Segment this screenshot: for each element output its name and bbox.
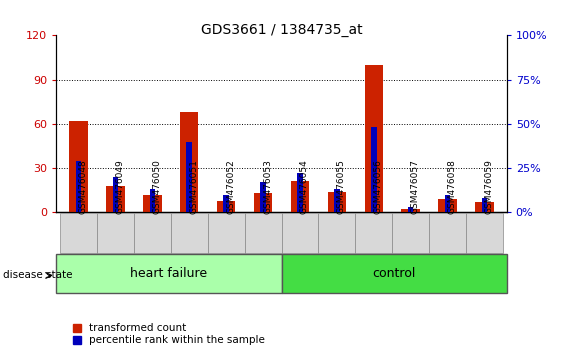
Bar bbox=[371, 127, 377, 212]
Legend: transformed count, percentile rank within the sample: transformed count, percentile rank withi… bbox=[73, 323, 265, 345]
FancyBboxPatch shape bbox=[171, 213, 208, 253]
Text: GSM476057: GSM476057 bbox=[411, 160, 419, 215]
Text: heart failure: heart failure bbox=[131, 267, 207, 280]
FancyBboxPatch shape bbox=[244, 213, 282, 253]
Bar bbox=[69, 121, 88, 212]
Bar bbox=[365, 65, 383, 212]
FancyBboxPatch shape bbox=[134, 213, 171, 253]
Bar bbox=[334, 189, 339, 212]
Text: GSM476052: GSM476052 bbox=[226, 160, 235, 215]
FancyBboxPatch shape bbox=[466, 213, 503, 253]
Text: GSM476048: GSM476048 bbox=[78, 160, 87, 215]
Text: GDS3661 / 1384735_at: GDS3661 / 1384735_at bbox=[200, 23, 363, 37]
Bar bbox=[217, 201, 235, 212]
Bar bbox=[186, 142, 192, 212]
Bar bbox=[328, 192, 346, 212]
FancyBboxPatch shape bbox=[97, 213, 134, 253]
Bar bbox=[254, 193, 272, 212]
Bar bbox=[75, 161, 81, 212]
Bar bbox=[401, 210, 420, 212]
Bar bbox=[482, 198, 488, 212]
FancyBboxPatch shape bbox=[208, 213, 244, 253]
Text: GSM476055: GSM476055 bbox=[337, 160, 346, 215]
Text: control: control bbox=[372, 267, 416, 280]
FancyBboxPatch shape bbox=[392, 213, 429, 253]
Bar bbox=[297, 173, 303, 212]
Bar bbox=[224, 195, 229, 212]
Text: disease state: disease state bbox=[3, 270, 72, 280]
Text: GSM476054: GSM476054 bbox=[300, 160, 309, 215]
FancyBboxPatch shape bbox=[282, 254, 507, 293]
Text: GSM476059: GSM476059 bbox=[485, 160, 494, 215]
Bar bbox=[106, 186, 124, 212]
Text: GSM476051: GSM476051 bbox=[189, 160, 198, 215]
Text: GSM476058: GSM476058 bbox=[448, 160, 457, 215]
FancyBboxPatch shape bbox=[56, 254, 282, 293]
Bar bbox=[475, 202, 494, 212]
Text: GSM476050: GSM476050 bbox=[152, 160, 161, 215]
Bar bbox=[445, 195, 450, 212]
FancyBboxPatch shape bbox=[282, 213, 319, 253]
FancyBboxPatch shape bbox=[429, 213, 466, 253]
Bar bbox=[113, 177, 118, 212]
Bar bbox=[180, 112, 198, 212]
Bar bbox=[291, 181, 309, 212]
Bar bbox=[260, 182, 266, 212]
Bar bbox=[143, 195, 162, 212]
FancyBboxPatch shape bbox=[355, 213, 392, 253]
FancyBboxPatch shape bbox=[319, 213, 355, 253]
Text: GSM476049: GSM476049 bbox=[115, 160, 124, 215]
Text: GSM476053: GSM476053 bbox=[263, 160, 272, 215]
Bar bbox=[408, 207, 413, 212]
Bar bbox=[439, 199, 457, 212]
FancyBboxPatch shape bbox=[60, 213, 97, 253]
Text: GSM476056: GSM476056 bbox=[374, 160, 383, 215]
Bar bbox=[150, 189, 155, 212]
